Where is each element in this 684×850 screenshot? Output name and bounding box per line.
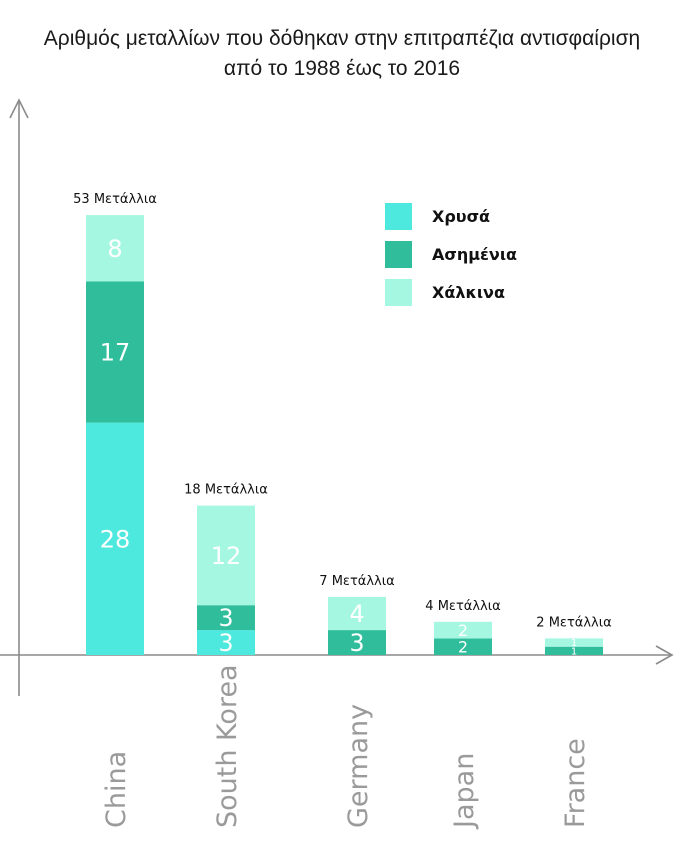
bar-value-label: 17 xyxy=(100,339,131,367)
bar-value-label: 2 xyxy=(458,637,468,656)
bar-total-label: 53 Μετάλλια xyxy=(73,192,157,207)
bar-value-label: 8 xyxy=(107,235,122,263)
x-axis-arrow xyxy=(655,645,674,665)
bar-segment-south-korea-2 xyxy=(197,505,255,606)
bar-segment-china-0 xyxy=(86,422,144,655)
legend-label: Χάλκινα xyxy=(432,283,505,302)
legend: Χρυσά Ασημένια Χάλκινα xyxy=(385,203,517,306)
bar-group-china: 28 17 8 53 Μετάλλια xyxy=(73,192,157,655)
bar-total-label: 18 Μετάλλια xyxy=(184,483,268,498)
bar-group-south-korea: 33 12 18 Μετάλλια xyxy=(184,483,268,657)
legend-swatch xyxy=(385,203,412,230)
bar-segment-france-2 xyxy=(545,638,603,647)
bar-value-label: 1 xyxy=(571,638,577,649)
bar-segment-france-1 xyxy=(545,646,603,655)
x-tick-label: Germany xyxy=(343,704,374,828)
bar-value-label: 28 xyxy=(100,525,131,553)
bar-total-label: 7 Μετάλλια xyxy=(319,574,394,589)
chart-title-line-1: Αριθμός μεταλλίων που δόθηκαν στην επιτρ… xyxy=(43,27,641,50)
bar-value-label: 2 xyxy=(458,621,468,640)
x-tick-label: France xyxy=(560,738,591,828)
bar-value-label: 3 xyxy=(218,604,233,632)
chart-title: Αριθμός μεταλλίων που δόθηκαν στην επιτρ… xyxy=(0,24,684,84)
legend-label: Ασημένια xyxy=(432,245,517,264)
y-axis-arrow xyxy=(9,98,29,119)
bar-segment-china-1 xyxy=(86,281,144,423)
bar-segment-germany-1 xyxy=(328,630,386,655)
bar-value-label: 1 xyxy=(571,646,577,657)
bar-group-france: 11 2 Μετάλλια xyxy=(536,615,611,657)
bar-group-japan: 22 4 Μετάλλια xyxy=(425,599,500,657)
bar-segment-japan-2 xyxy=(434,621,492,639)
bar-segment-germany-2 xyxy=(328,596,386,631)
bar-segment-china-2 xyxy=(86,215,144,282)
bar-total-label: 4 Μετάλλια xyxy=(425,599,500,614)
bar-total-label: 2 Μετάλλια xyxy=(536,615,611,630)
x-tick-label: Japan xyxy=(449,753,480,830)
bar-value-label: 3 xyxy=(218,629,233,657)
legend-swatch xyxy=(385,241,412,268)
bar-segment-south-korea-0 xyxy=(197,630,255,655)
bar-segment-japan-1 xyxy=(434,638,492,655)
bar-value-label: 4 xyxy=(349,600,364,628)
bar-value-label: 3 xyxy=(349,629,364,657)
bar-segment-south-korea-1 xyxy=(197,605,255,631)
bar-value-label: 12 xyxy=(211,542,242,570)
bar-group-germany: 34 7 Μετάλλια xyxy=(319,574,394,657)
legend-label: Χρυσά xyxy=(432,207,490,226)
legend-swatch xyxy=(385,279,412,306)
chart-title-line-2: από το 1988 έως το 2016 xyxy=(223,57,461,80)
x-tick-label: China xyxy=(101,751,132,828)
x-tick-label: South Korea xyxy=(212,664,243,828)
category-labels: China South Korea Germany Japan France xyxy=(101,664,591,830)
